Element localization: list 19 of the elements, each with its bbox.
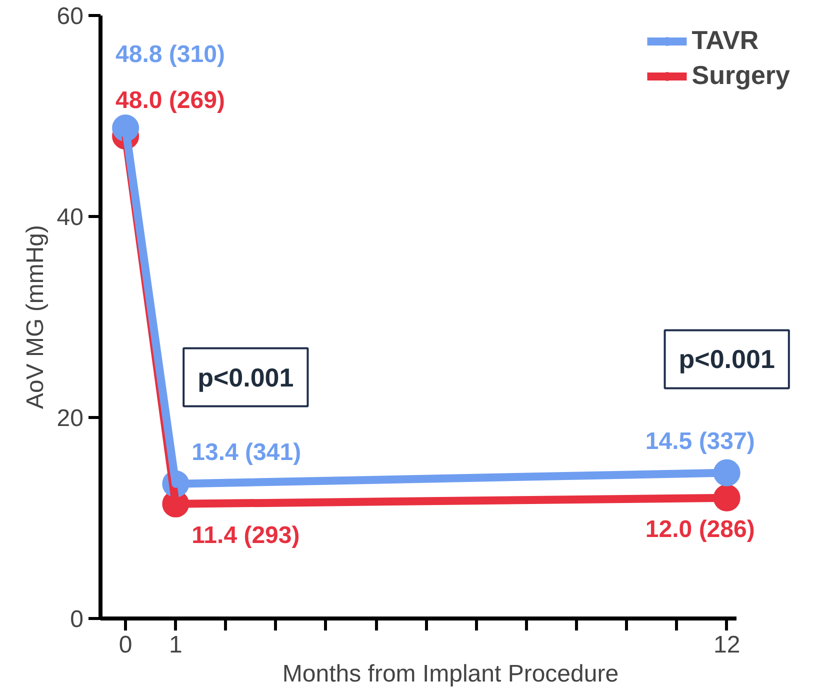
annotation: p<0.001 [198, 362, 294, 392]
data-label: 48.8 (310) [116, 41, 225, 68]
x-tick-label: 1 [168, 632, 182, 658]
y-tick-label: 40 [56, 204, 84, 231]
data-label: 13.4 (341) [192, 438, 302, 466]
x-tick-label: 0 [118, 632, 132, 658]
data-label: 12.0 (286) [645, 516, 755, 543]
x-axis-title: Months from Implant Procedure [282, 660, 619, 688]
y-tick-label: 20 [56, 405, 84, 432]
data-label: 48.0 (269) [116, 87, 225, 114]
annotation: p<0.001 [678, 344, 775, 374]
y-tick-label: 0 [70, 606, 84, 633]
data-label: 14.5 (337) [645, 428, 755, 455]
legend-label: Surgery [692, 60, 790, 91]
x-tick-label: 12 [713, 632, 740, 658]
legend-label: TAVR [692, 25, 759, 56]
data-label: 11.4 (293) [192, 522, 300, 549]
y-axis-title: AoV MG (mmHg) [22, 224, 49, 410]
y-tick-label: 60 [56, 3, 84, 30]
